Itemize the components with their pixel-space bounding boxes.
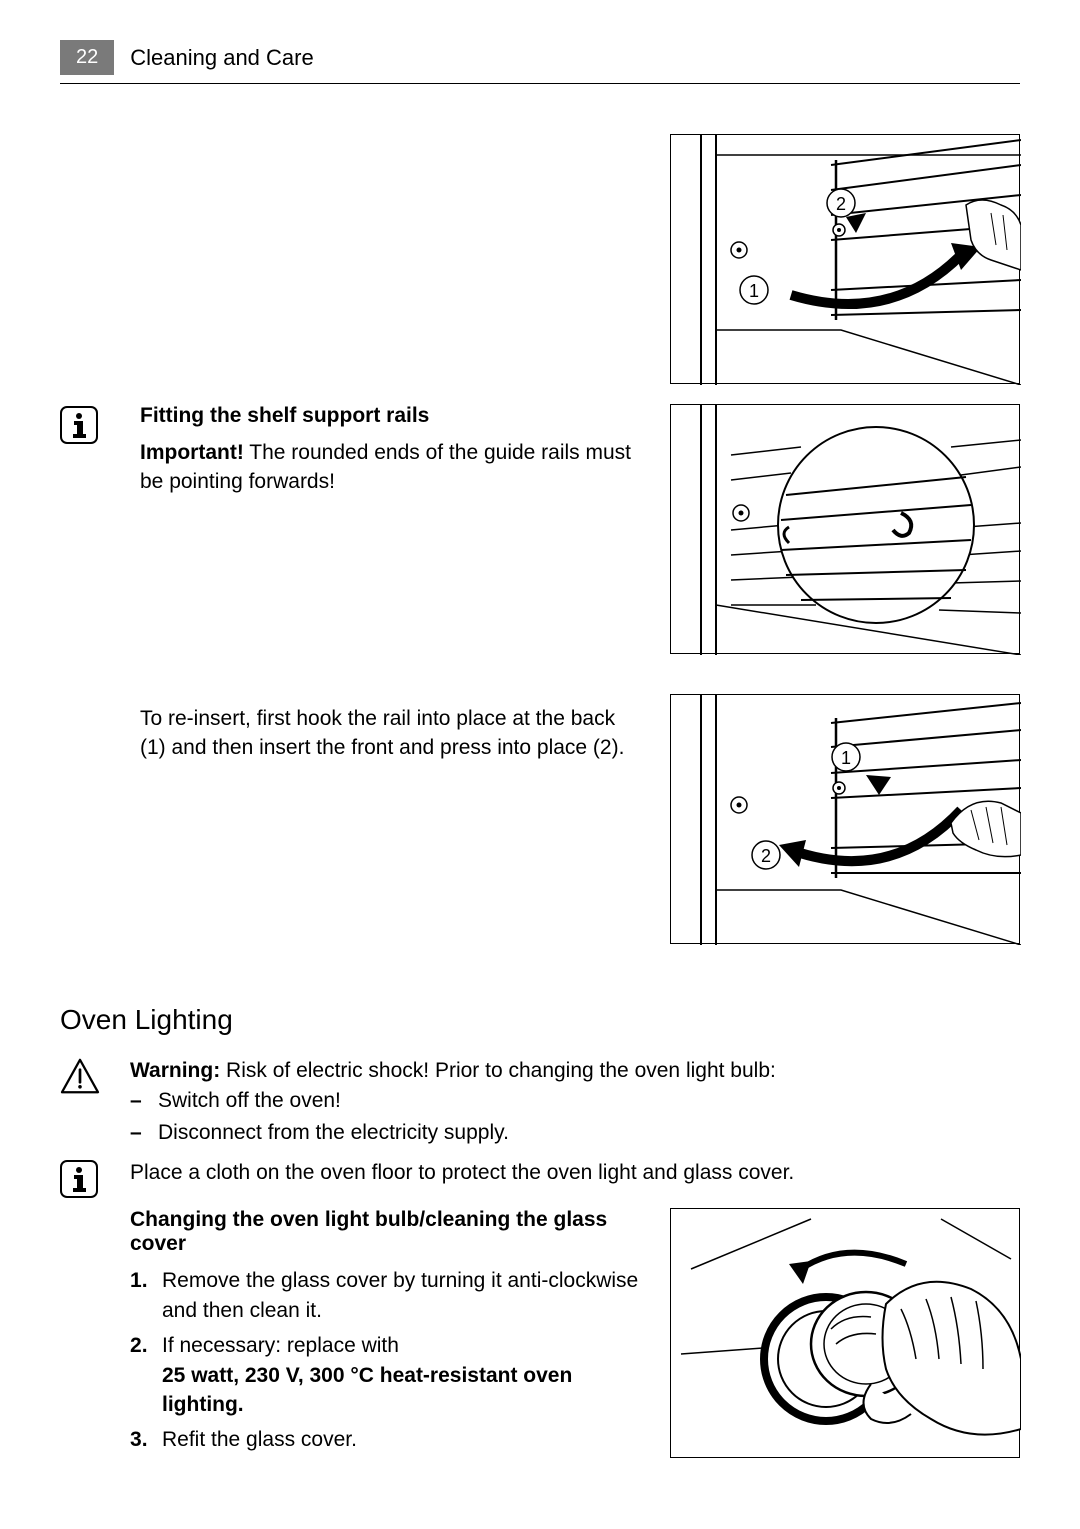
diagram1-label-1: 1 <box>749 281 759 301</box>
diagram-row-1: 1 2 <box>60 134 1020 404</box>
diagram-4 <box>670 1208 1020 1458</box>
steps-list: Remove the glass cover by turning it ant… <box>130 1266 640 1454</box>
diagram-2 <box>670 404 1020 654</box>
bullet-2: Disconnect from the electricity supply. <box>130 1117 1020 1149</box>
page-number-box: 22 <box>60 40 114 75</box>
important-note: Important! The rounded ends of the guide… <box>140 438 640 497</box>
warning-label: Warning: <box>130 1059 220 1082</box>
diagram3-label-2: 2 <box>761 846 771 866</box>
info-icon <box>60 1160 98 1198</box>
header-title: Cleaning and Care <box>130 45 313 71</box>
fitting-heading: Fitting the shelf support rails <box>140 404 640 428</box>
warning-row: Warning: Risk of electric shock! Prior t… <box>60 1056 1020 1148</box>
fitting-rails-row: Fitting the shelf support rails Importan… <box>60 404 1020 674</box>
diagram1-label-2: 2 <box>836 194 846 214</box>
page-number: 22 <box>76 46 98 68</box>
diagram-3: 1 2 <box>670 694 1020 944</box>
bullet-1: Switch off the oven! <box>130 1085 1020 1117</box>
step-2b: 25 watt, 230 V, 300 °C heat-resistant ov… <box>162 1364 572 1416</box>
step-3: Refit the glass cover. <box>130 1425 640 1454</box>
page-header: 22 Cleaning and Care <box>60 40 1020 84</box>
warning-bullets: Switch off the oven! Disconnect from the… <box>130 1085 1020 1148</box>
diagram-1: 1 2 <box>670 134 1020 384</box>
warning-text: Risk of electric shock! Prior to changin… <box>220 1059 776 1082</box>
cloth-info: Place a cloth on the oven floor to prote… <box>130 1158 1020 1187</box>
info-icon <box>60 406 98 444</box>
diagram3-label-1: 1 <box>841 748 851 768</box>
step-2a: If necessary: replace with <box>162 1334 399 1357</box>
changing-bulb-heading: Changing the oven light bulb/cleaning th… <box>130 1208 640 1256</box>
step-1: Remove the glass cover by turning it ant… <box>130 1266 640 1325</box>
info-row-2: Place a cloth on the oven floor to prote… <box>60 1158 1020 1198</box>
oven-lighting-title: Oven Lighting <box>60 1004 1020 1036</box>
warning-icon <box>60 1058 100 1094</box>
reinsert-text: To re-insert, first hook the rail into p… <box>140 704 640 763</box>
reinsert-row: To re-insert, first hook the rail into p… <box>60 694 1020 964</box>
oven-lighting-grid: Changing the oven light bulb/cleaning th… <box>60 1208 1020 1478</box>
step-2: If necessary: replace with 25 watt, 230 … <box>130 1331 640 1419</box>
warning-text-line: Warning: Risk of electric shock! Prior t… <box>130 1056 1020 1085</box>
important-label: Important! <box>140 441 244 464</box>
